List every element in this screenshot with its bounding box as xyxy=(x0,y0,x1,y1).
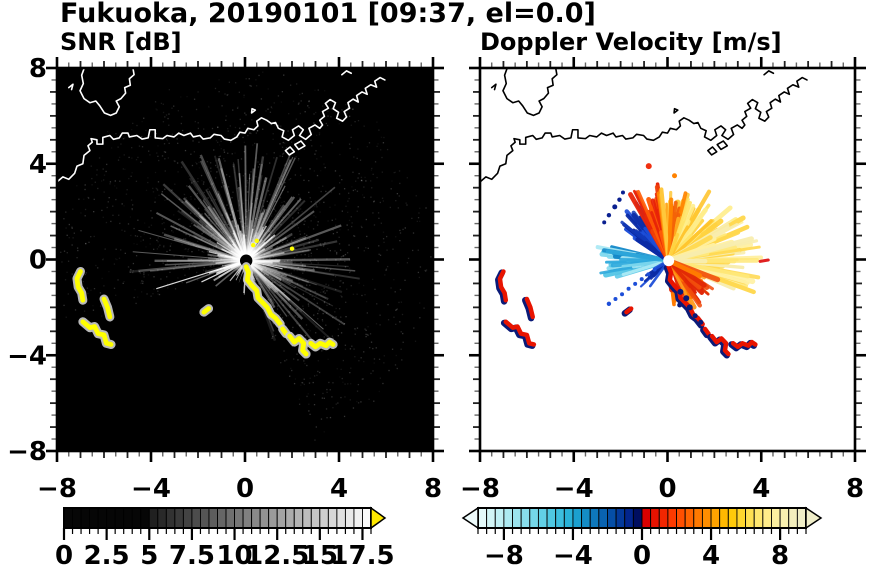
y-tick-label: −8 xyxy=(7,437,47,467)
velocity-x-tick-label: −8 xyxy=(460,474,500,504)
snr-colorbar-label: 2.5 xyxy=(84,541,130,570)
snr-radar-image xyxy=(57,68,433,451)
snr-colorbar-label: 17.5 xyxy=(330,541,394,570)
snr-colorbar-label: 7.5 xyxy=(169,541,215,570)
snr-x-tick-label: −4 xyxy=(131,474,171,504)
velocity-colorbar-label: 8 xyxy=(771,541,789,570)
snr-colorbar-label: 12.5 xyxy=(245,541,309,570)
snr-x-tick-label: 0 xyxy=(236,474,254,504)
velocity-colorbar-label: 0 xyxy=(633,541,651,570)
velocity-x-tick-label: −4 xyxy=(554,474,594,504)
snr-x-tick-label: 4 xyxy=(330,474,348,504)
velocity-colorbar-label: −8 xyxy=(484,541,524,570)
velocity-colorbar: −8 −4 0 4 8 xyxy=(461,506,823,570)
y-tick-label: −4 xyxy=(7,341,47,371)
figure-title: Fukuoka, 20190101 [09:37, el=0.0] xyxy=(60,0,596,29)
snr-colorbar-label: 15 xyxy=(302,541,338,570)
snr-x-tick-label: −8 xyxy=(37,474,77,504)
snr-panel-title: SNR [dB] xyxy=(60,28,182,56)
velocity-x-tick-label: 4 xyxy=(752,474,770,504)
y-tick-label: 0 xyxy=(29,246,47,276)
snr-colorbar-label: 5 xyxy=(140,541,158,570)
snr-x-tick-label: 8 xyxy=(424,474,442,504)
velocity-x-tick-label: 0 xyxy=(658,474,676,504)
y-tick-label: 8 xyxy=(29,54,47,84)
velocity-x-tick-label: 8 xyxy=(846,474,864,504)
y-tick-label: 4 xyxy=(29,150,47,180)
velocity-colorbar-label: −4 xyxy=(553,541,593,570)
velocity-colorbar-label: 4 xyxy=(702,541,720,570)
snr-colorbar-label: 10 xyxy=(216,541,252,570)
doppler-panel-title: Doppler Velocity [m/s] xyxy=(480,28,782,56)
doppler-radar-image xyxy=(480,68,855,451)
snr-colorbar-label: 0 xyxy=(55,541,73,570)
